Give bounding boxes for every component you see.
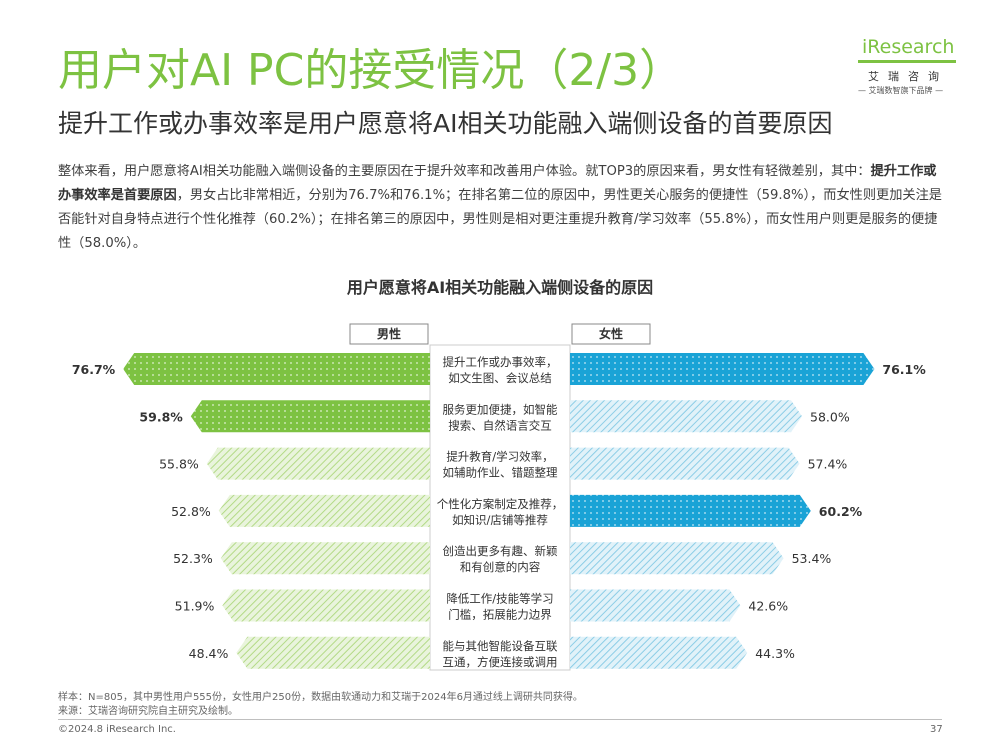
male-value-label: 52.3% xyxy=(173,551,213,566)
legend-male-box xyxy=(349,323,429,345)
female-bar xyxy=(570,400,802,433)
category-label: 如辅助作业、错题整理 xyxy=(443,466,558,480)
category-label: 搜索、自然语言交互 xyxy=(448,418,552,432)
male-bar xyxy=(123,353,430,385)
summary-bold: 提升工作或办事效率是首要原因 xyxy=(58,164,937,203)
male-bar xyxy=(218,494,430,527)
category-label: 创造出更多有趣、新颖 xyxy=(443,544,558,558)
male-bar xyxy=(222,589,430,622)
female-value-label: 44.3% xyxy=(755,646,795,661)
category-label: 个性化方案制定及推荐， xyxy=(437,497,564,511)
summary-paragraph: 整体来看，用户愿意将AI相关功能融入端侧设备的主要原因在于提升效率和改善用户体验… xyxy=(58,160,948,256)
footer-divider xyxy=(58,719,942,720)
male-value-label: 48.4% xyxy=(189,646,229,661)
male-bar xyxy=(220,542,430,575)
logo-slogan: — 艾瑞数智旗下品牌 — xyxy=(858,86,944,95)
logo-brand-text: iResearch xyxy=(862,36,955,58)
summary-text-2: ，男女占比非常相近，分别为76.7%和76.1%；在排名第二位的原因中，男性更关… xyxy=(58,188,942,251)
iresearch-logo: iResearch 艾瑞咨询 — 艾瑞数智旗下品牌 — xyxy=(858,36,968,98)
female-bar xyxy=(570,636,748,669)
category-column xyxy=(429,344,571,671)
female-bar xyxy=(570,494,811,527)
female-value-label: 57.4% xyxy=(808,457,848,472)
chart-title: 用户愿意将AI相关功能融入端侧设备的原因 xyxy=(346,278,654,297)
category-label: 提升教育/学习效率， xyxy=(446,450,553,464)
male-value-label: 52.8% xyxy=(171,504,211,519)
legend-female-label: 女性 xyxy=(599,326,623,341)
category-label: 如文生图、会议总结 xyxy=(448,371,552,385)
sample-note: 样本：N=805，其中男性用户555份，女性用户250份，数据由软通动力和艾瑞于… xyxy=(58,692,583,703)
legend-female-box xyxy=(571,323,651,345)
female-bar xyxy=(570,542,784,575)
category-label: 和有创意的内容 xyxy=(460,560,541,574)
category-label: 能与其他智能设备互联 xyxy=(443,639,558,653)
page-subtitle: 提升工作或办事效率是用户愿意将AI相关功能融入端侧设备的首要原因 xyxy=(58,109,833,138)
female-value-label: 60.2% xyxy=(819,504,863,519)
male-value-label: 59.8% xyxy=(139,409,183,424)
female-value-label: 53.4% xyxy=(792,551,832,566)
category-label: 服务更加便捷，如智能 xyxy=(443,402,558,416)
male-value-label: 55.8% xyxy=(159,457,199,472)
summary-text-1: 整体来看，用户愿意将AI相关功能融入端侧设备的主要原因在于提升效率和改善用户体验… xyxy=(58,164,871,179)
female-value-label: 58.0% xyxy=(810,409,850,424)
page-number: 37 xyxy=(930,724,943,735)
legend-male-label: 男性 xyxy=(377,326,401,341)
male-bar xyxy=(236,636,430,669)
category-label: 降低工作/技能等学习 xyxy=(446,592,553,606)
female-bar xyxy=(570,353,875,385)
footer-notes: 样本：N=805，其中男性用户555份，女性用户250份，数据由软通动力和艾瑞于… xyxy=(58,691,583,719)
copyright: ©2024.8 iResearch Inc. xyxy=(58,724,176,735)
category-label: 互通，方便连接或调用 xyxy=(443,655,558,669)
female-value-label: 76.1% xyxy=(882,362,926,377)
male-bar xyxy=(190,400,430,433)
female-value-label: 42.6% xyxy=(748,599,788,614)
logo-bar xyxy=(858,60,956,63)
male-value-label: 51.9% xyxy=(175,599,215,614)
logo-cn-text: 艾瑞咨询 xyxy=(868,70,948,83)
category-label: 门槛，拓展能力边界 xyxy=(448,608,552,622)
category-label: 如知识/店铺等推荐 xyxy=(452,513,548,527)
male-value-label: 76.7% xyxy=(72,362,116,377)
source-note: 来源：艾瑞咨询研究院自主研究及绘制。 xyxy=(58,706,238,717)
category-label: 提升工作或办事效率， xyxy=(443,355,558,369)
male-bar xyxy=(206,447,430,480)
female-bar xyxy=(570,447,800,480)
female-bar xyxy=(570,589,741,622)
page-title: 用户对AI PC的接受情况（2/3） xyxy=(58,45,684,96)
